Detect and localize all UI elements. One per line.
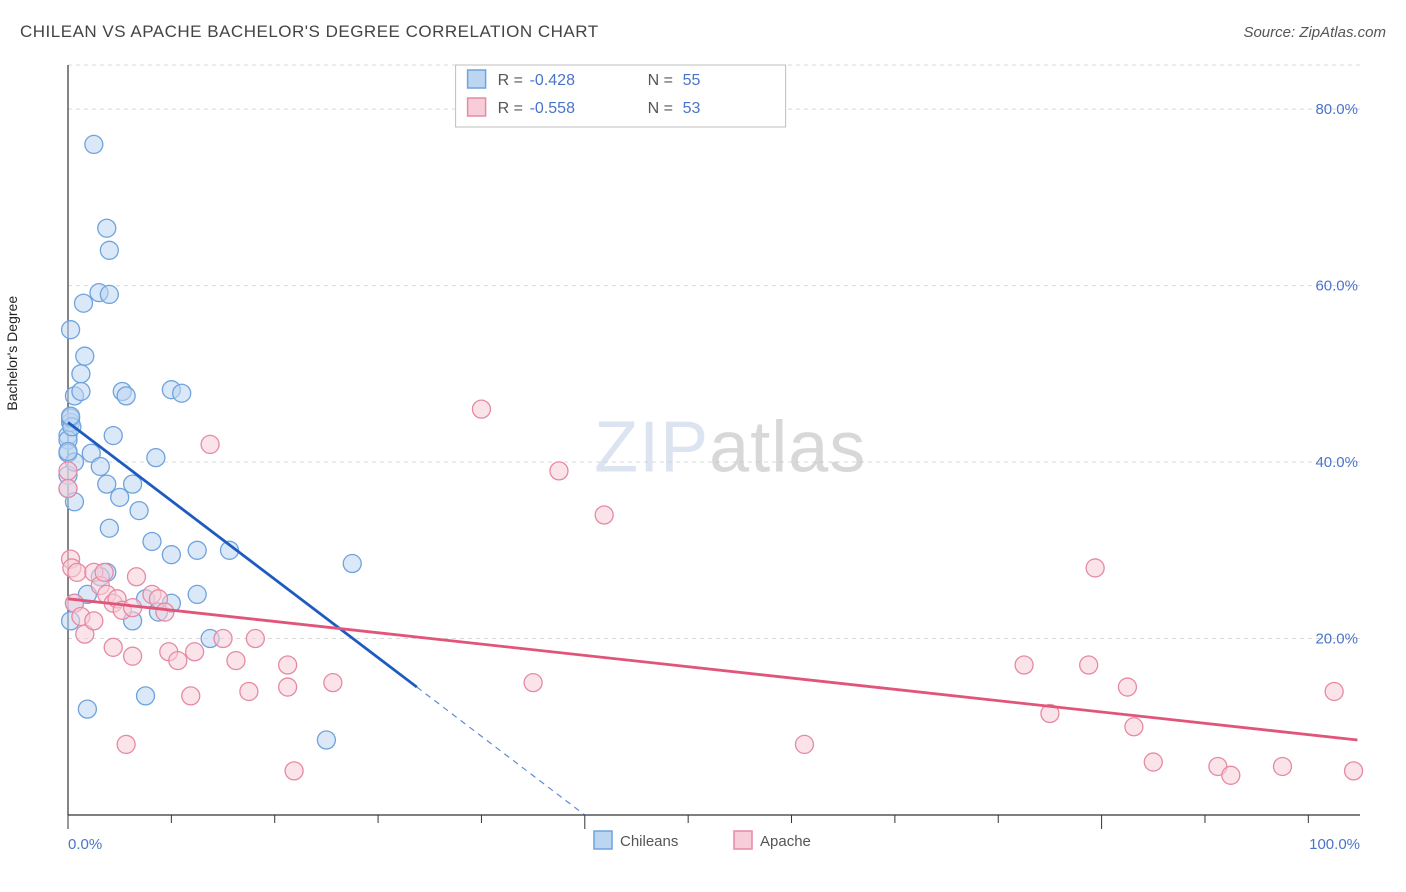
svg-text:N =: N = — [648, 100, 673, 117]
svg-text:Apache: Apache — [760, 833, 811, 850]
svg-text:-0.428: -0.428 — [530, 72, 575, 89]
chart-container: Bachelor's Degree ZIPatlas 20.0%40.0%60.… — [20, 55, 1386, 865]
scatter-chart: 20.0% 40.0% 60.0% 80.0% 0.0% 100.0% R = -0.428… — [20, 55, 1386, 865]
svg-text:60.0%: 60.0% — [1315, 278, 1358, 295]
svg-text:40.0%: 40.0% — [1315, 454, 1358, 471]
svg-text:R =: R = — [498, 100, 523, 117]
header-row: CHILEAN VS APACHE BACHELOR'S DEGREE CORR… — [20, 22, 1386, 42]
svg-text:53: 53 — [683, 100, 701, 117]
svg-text:R =: R = — [498, 72, 523, 89]
svg-text:-0.558: -0.558 — [530, 100, 575, 117]
svg-text:80.0%: 80.0% — [1315, 101, 1358, 118]
chart-title: CHILEAN VS APACHE BACHELOR'S DEGREE CORR… — [20, 22, 599, 42]
svg-text:100.0%: 100.0% — [1309, 836, 1360, 853]
svg-text:Chileans: Chileans — [620, 833, 678, 850]
svg-text:20.0%: 20.0% — [1315, 631, 1358, 648]
svg-text:0.0%: 0.0% — [68, 836, 102, 853]
svg-text:N =: N = — [648, 72, 673, 89]
y-axis-label: Bachelor's Degree — [4, 296, 20, 411]
source-label: Source: ZipAtlas.com — [1243, 24, 1386, 41]
svg-text:55: 55 — [683, 72, 701, 89]
